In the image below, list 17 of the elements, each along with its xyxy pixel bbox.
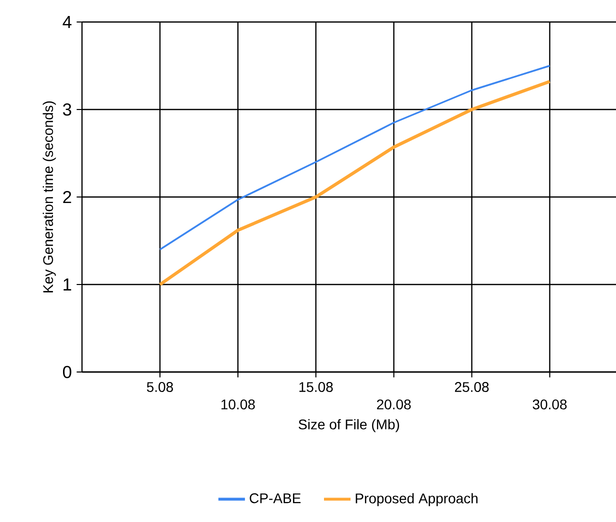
x-tick-label: 10.08: [221, 399, 255, 410]
x-tick-label: 5.08: [146, 382, 173, 392]
y-tick-label: 3: [62, 103, 72, 116]
legend-label: CP-ABE: [250, 493, 301, 504]
y-axis-title: Key Generation time (seconds): [42, 101, 56, 292]
y-tick-label: 1: [64, 278, 72, 290]
x-tick-label: 30.08: [532, 399, 567, 410]
legend-label: Proposed Approach: [356, 493, 478, 506]
line-series: [159, 64, 551, 250]
x-tick-label: 15.08: [299, 382, 333, 392]
line-series: [158, 80, 552, 286]
x-tick-label: 25.08: [454, 382, 489, 392]
y-tick-label: 4: [62, 16, 72, 28]
x-axis-title: Size of File (Mb): [298, 419, 400, 432]
y-tick-label: 2: [63, 190, 72, 204]
y-tick-label: 0: [62, 366, 72, 378]
x-tick-label: 20.08: [377, 399, 411, 410]
